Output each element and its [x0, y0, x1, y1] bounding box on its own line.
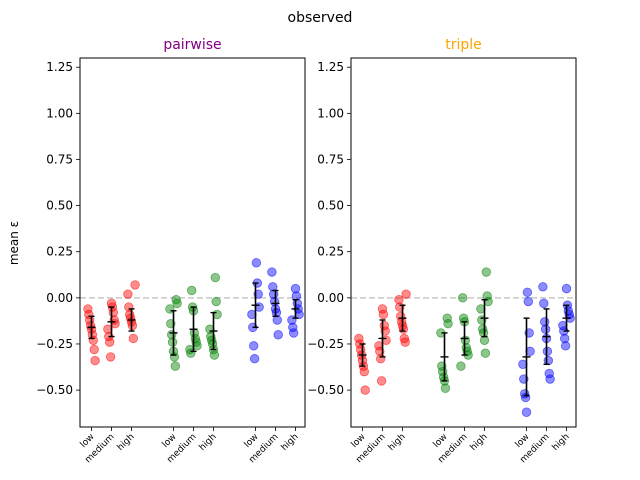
- data-point: [545, 374, 555, 384]
- data-point: [481, 267, 492, 277]
- data-point: [105, 352, 116, 362]
- axes-frame: [79, 57, 306, 428]
- x-tick-label: high: [280, 432, 301, 453]
- data-point: [89, 344, 99, 355]
- data-point: [560, 333, 570, 344]
- data-point: [127, 320, 138, 331]
- x-tick-label: high: [469, 432, 490, 453]
- data-point: [539, 298, 549, 309]
- data-point: [170, 361, 181, 371]
- data-point: [443, 318, 453, 329]
- axes-frame: [350, 57, 577, 428]
- x-tick-label: high: [387, 432, 408, 453]
- data-point: [289, 328, 299, 338]
- pairwise-panel: pairwise 1.25 1.00 0.75 0.50 0.25 0.00 −0.25 −0.…: [36, 37, 306, 465]
- data-point: [123, 289, 133, 299]
- data-point: [542, 346, 553, 357]
- x-tick-label: high: [198, 432, 219, 453]
- y-tick-label: −0.25: [307, 337, 344, 351]
- data-point: [169, 352, 180, 362]
- data-point: [90, 355, 100, 366]
- y-tick-label: 1.25: [46, 60, 73, 74]
- data-point: [440, 383, 451, 393]
- data-point: [378, 309, 389, 320]
- data-point: [540, 324, 551, 334]
- y-tick-label: 0.50: [317, 199, 344, 213]
- data-point: [171, 294, 181, 305]
- x-tick-label: high: [116, 432, 137, 453]
- y-tick-label: 0.75: [317, 152, 344, 166]
- data-point: [249, 354, 260, 364]
- data-point: [456, 361, 466, 371]
- data-point: [128, 333, 139, 344]
- y-tick-label: 1.00: [46, 106, 73, 120]
- data-point: [290, 283, 301, 294]
- y-tick-label: 0.00: [317, 291, 344, 305]
- data-point: [273, 330, 283, 340]
- panel-title: pairwise: [163, 37, 221, 53]
- data-point: [267, 267, 277, 277]
- data-point: [211, 296, 221, 307]
- y-tick-label: 0.25: [317, 245, 344, 259]
- data-point: [88, 335, 99, 345]
- data-point: [401, 289, 411, 299]
- y-tick-label: 0.50: [46, 199, 73, 213]
- data-point: [210, 272, 221, 283]
- y-tick-label: 0.25: [46, 245, 73, 259]
- data-point: [104, 337, 115, 347]
- y-tick-label: 0.75: [46, 152, 73, 166]
- data-point: [538, 282, 548, 292]
- data-point: [248, 341, 259, 351]
- data-point: [359, 366, 370, 377]
- data-point: [561, 283, 572, 294]
- data-point: [394, 294, 404, 305]
- data-point: [400, 337, 410, 347]
- data-point: [376, 354, 386, 364]
- y-tick-label: −0.50: [36, 383, 73, 397]
- y-tick-label: 0.00: [46, 291, 73, 305]
- data-point: [458, 293, 468, 303]
- data-point: [560, 341, 571, 351]
- data-point: [399, 333, 410, 344]
- y-axis-label: mean ε: [7, 221, 21, 265]
- figure-title: observed: [288, 10, 353, 26]
- data-point: [186, 285, 197, 296]
- data-point: [360, 385, 370, 395]
- triple-panel: triple 1.25 1.00 0.75 0.50 0.25 0.00 −0.25 −0.50…: [307, 37, 577, 465]
- panel-title: triple: [445, 37, 482, 53]
- data-point: [209, 350, 220, 360]
- data-point: [172, 298, 182, 309]
- data-point: [130, 280, 140, 290]
- data-point: [480, 348, 491, 358]
- data-point: [520, 392, 531, 403]
- x-tick-label: high: [551, 432, 572, 453]
- y-tick-label: 1.25: [317, 60, 344, 74]
- y-tick-label: 1.00: [317, 106, 344, 120]
- y-tick-label: −0.25: [36, 337, 73, 351]
- data-point: [521, 407, 532, 417]
- data-point: [167, 337, 178, 347]
- y-tick-label: −0.50: [307, 383, 344, 397]
- data-point: [376, 376, 387, 386]
- data-point: [398, 324, 409, 334]
- data-point: [523, 296, 534, 307]
- data-point: [251, 258, 262, 268]
- data-point: [522, 287, 533, 298]
